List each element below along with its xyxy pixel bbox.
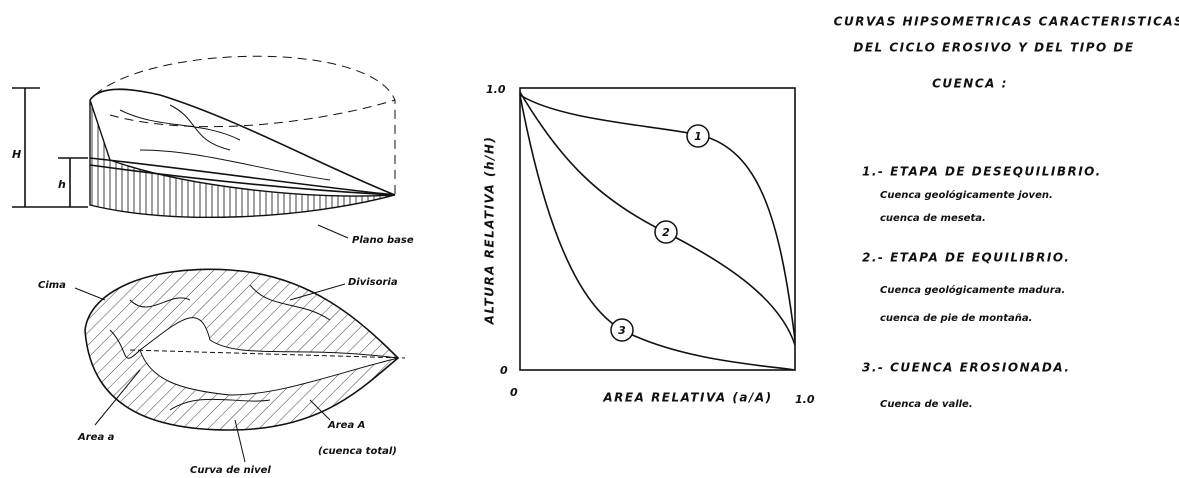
item-line: Cuenca geológicamente joven. bbox=[880, 189, 1053, 201]
curve-1 bbox=[520, 95, 795, 340]
hypsometric-chart: 1 2 3 0 1.0 0 1.0 AREA RELATIVA (a/A) AL… bbox=[483, 83, 815, 406]
dashed-envelope bbox=[110, 100, 395, 127]
label-divisoria: Divisoria bbox=[348, 277, 398, 288]
label-cima: Cima bbox=[38, 280, 66, 291]
item-heading: 1.- ETAPA DE DESEQUILIBRIO. bbox=[862, 165, 1102, 179]
label-h: h bbox=[58, 178, 66, 191]
legend: CURVAS HIPSOMETRICAS CARACTERISTICAS DEL… bbox=[834, 15, 1179, 411]
legend-title: CUENCA : bbox=[932, 77, 1008, 91]
x-axis-label: AREA RELATIVA (a/A) bbox=[602, 391, 772, 405]
y-tick-label: 1.0 bbox=[486, 83, 506, 96]
plan-view: Cima Divisoria Area a Area A (cuenca tot… bbox=[38, 269, 405, 476]
legend-title: DEL CICLO EROSIVO Y DEL TIPO DE bbox=[853, 41, 1134, 55]
y-axis-label: ALTURA RELATIVA (h/H) bbox=[483, 136, 497, 326]
leader bbox=[75, 288, 105, 300]
curve-label: 1 bbox=[694, 130, 702, 143]
contour-lines bbox=[120, 105, 330, 180]
curve-2 bbox=[520, 92, 795, 345]
x-tick-label: 0 bbox=[510, 386, 518, 399]
block-side bbox=[90, 100, 395, 217]
item-line: Cuenca geológicamente madura. bbox=[880, 284, 1065, 296]
label-plano-base: Plano base bbox=[352, 235, 414, 246]
label-H: H bbox=[12, 148, 21, 161]
legend-title: CURVAS HIPSOMETRICAS CARACTERISTICAS bbox=[834, 15, 1179, 29]
label-area-total: Area A bbox=[327, 420, 365, 431]
y-tick-label: 0 bbox=[500, 364, 508, 377]
curve-label: 3 bbox=[618, 324, 626, 337]
label-curva-nivel: Curva de nivel bbox=[190, 465, 271, 476]
leader bbox=[318, 225, 348, 238]
curve-label: 2 bbox=[662, 226, 670, 239]
item-heading: 3.- CUENCA EROSIONADA. bbox=[862, 361, 1070, 375]
item-line: Cuenca de valle. bbox=[880, 399, 973, 410]
label-area-total: (cuenca total) bbox=[318, 446, 397, 457]
page: H h Plano base Cima Divisoria Area a Are… bbox=[0, 0, 1179, 478]
item-heading: 2.- ETAPA DE EQUILIBRIO. bbox=[862, 251, 1070, 265]
item-line: cuenca de meseta. bbox=[880, 213, 986, 224]
label-area-a: Area a bbox=[77, 432, 115, 443]
item-line: cuenca de pie de montaña. bbox=[880, 313, 1032, 324]
x-tick-label: 1.0 bbox=[795, 393, 815, 406]
block-diagram: H h Plano base bbox=[12, 56, 414, 246]
